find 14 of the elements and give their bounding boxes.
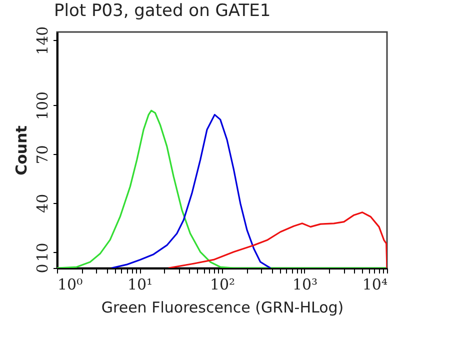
chart-title: Plot P03, gated on GATE1 xyxy=(54,0,271,21)
y-tick-label: 40 xyxy=(34,194,52,213)
y-tick-label: 140 xyxy=(34,26,52,55)
x-tick-label: 10¹ xyxy=(127,276,153,294)
x-axis-title: Green Fluorescence (GRN-HLog) xyxy=(101,298,344,316)
y-tick-label: 0 xyxy=(34,264,52,274)
x-tick-label: 10³ xyxy=(292,276,318,294)
y-tick-label: 70 xyxy=(34,145,52,164)
x-tick-label: 10² xyxy=(210,276,236,294)
y-tick-label: 100 xyxy=(34,91,52,120)
x-tick-label: 10⁰ xyxy=(58,276,83,294)
y-tick-label: 10 xyxy=(34,242,52,262)
x-tick-label: 10⁴ xyxy=(362,276,388,294)
y-axis-title: Count xyxy=(12,126,30,176)
